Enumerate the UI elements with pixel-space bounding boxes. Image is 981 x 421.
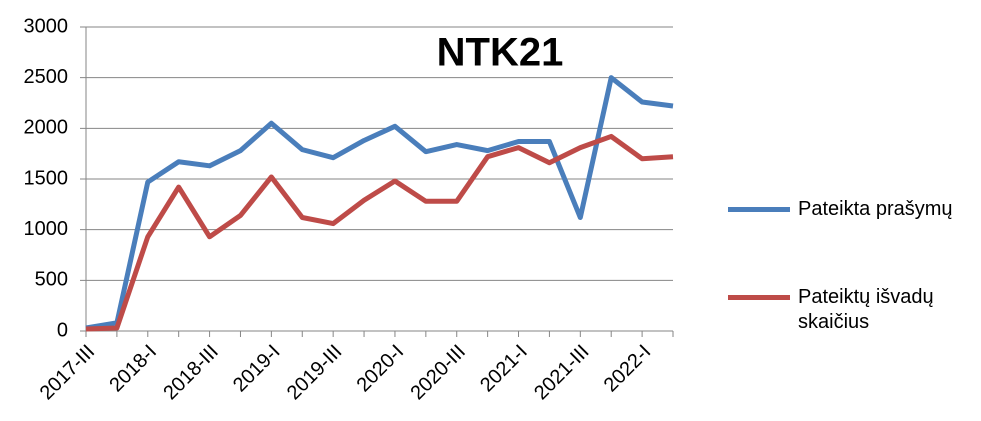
legend-item: Pateiktų išvadų skaičius: [728, 285, 978, 335]
x-tick-label: 2018-III: [159, 341, 223, 405]
x-tick-label: 2021-I: [476, 341, 532, 397]
x-tick-label: 2021-III: [530, 341, 594, 405]
legend-item: Pateikta prašymų: [728, 197, 978, 222]
legend-swatch: [728, 207, 790, 212]
legend-label: Pateiktų išvadų skaičius: [798, 286, 934, 333]
x-tick-label: 2019-III: [283, 341, 347, 405]
y-tick-label: 500: [35, 269, 68, 291]
series-line: [85, 75, 674, 331]
legend-swatch: [728, 295, 790, 300]
y-tick-label: 0: [57, 319, 68, 341]
x-tick-label: 2018-I: [105, 341, 161, 397]
y-tick-label: 3000: [24, 15, 69, 37]
y-tick-label: 1500: [24, 167, 69, 189]
series-line: [85, 133, 674, 332]
chart-title: NTK21: [437, 31, 564, 75]
y-tick-label: 2000: [24, 117, 69, 139]
x-tick-label: 2022-I: [600, 341, 656, 397]
x-tick-label: 2017-III: [36, 341, 100, 405]
y-tick-label: 2500: [24, 66, 69, 88]
x-tick-label: 2019-I: [229, 341, 285, 397]
x-tick-label: 2020-I: [353, 341, 409, 397]
legend-label: Pateikta prašymų: [798, 198, 953, 220]
x-tick-label: 2020-III: [406, 341, 470, 405]
y-tick-label: 1000: [24, 218, 69, 240]
